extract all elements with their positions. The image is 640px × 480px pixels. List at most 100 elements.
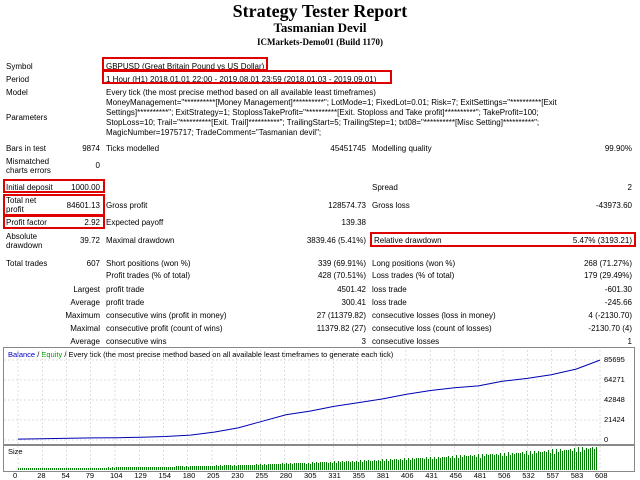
largest-pt-value: 4501.42 — [337, 285, 366, 294]
period-value: 1 Hour (H1) 2018.01.01 22:00 - 2019.08.0… — [106, 75, 377, 84]
x-tick-label: 180 — [182, 471, 196, 480]
quality-label: Modelling quality — [372, 144, 432, 153]
mismatched-label-2: charts errors — [6, 166, 51, 175]
x-tick-label: 79 — [85, 471, 95, 480]
x-tick-label: 28 — [37, 471, 46, 480]
lt-label: Loss trades (% of total) — [372, 271, 455, 280]
max-cw-label: consecutive wins (profit in money) — [106, 311, 227, 320]
spread-label: Spread — [372, 183, 398, 192]
grossloss-value: -43973.60 — [595, 201, 632, 210]
average-lt-value: -245.66 — [604, 298, 632, 307]
netprofit-label-1: Total net — [6, 196, 37, 205]
x-tick-label: 557 — [546, 471, 560, 480]
volume-chart — [3, 445, 635, 472]
average2-label: Average — [70, 337, 100, 346]
avg-cw-label: consecutive wins — [106, 337, 167, 346]
short-label: Short positions (won %) — [106, 259, 191, 268]
mxl-cl-value: -2130.70 (4) — [588, 324, 632, 333]
x-tick-label: 154 — [158, 471, 172, 480]
mxl-cp-value: 11379.82 (27) — [316, 324, 366, 333]
quality-value: 99.90% — [604, 144, 632, 153]
spread-value: 2 — [627, 183, 632, 192]
parameters-line-3: StopLoss=10; Trail="**********[Exit. Tra… — [106, 118, 540, 127]
bars-value: 9874 — [82, 144, 100, 153]
report-title: Strategy Tester Report — [232, 1, 408, 21]
reldd-value: 5.47% (3193.21) — [572, 236, 632, 245]
x-tick-label: 608 — [595, 471, 608, 480]
x-tick-label: 532 — [522, 471, 535, 480]
payoff-label: Expected payoff — [106, 218, 164, 227]
symbol-label: Symbol — [6, 62, 33, 71]
average-pt-label: profit trade — [106, 298, 145, 307]
parameters-line-1: MoneyManagement="**********[Money Manage… — [106, 98, 557, 107]
grossloss-label: Gross loss — [372, 201, 410, 210]
mxl-cp-label: consecutive profit (count of wins) — [106, 324, 223, 333]
legend-description: / Every tick (the most precise method ba… — [62, 350, 394, 359]
highlight-profit-factor — [3, 215, 105, 229]
max-cl-label: consecutive losses (loss in money) — [372, 311, 496, 320]
maximum-label: Maximum — [65, 311, 100, 320]
grossprofit-value: 128574.73 — [328, 201, 366, 210]
netprofit-label-2: profit — [6, 205, 24, 214]
absdd-value: 39.72 — [79, 236, 100, 245]
model-value: Every tick (the most precise method base… — [106, 88, 376, 97]
x-tick-label: 54 — [61, 471, 70, 480]
lt-value: 179 (29.49%) — [583, 271, 632, 280]
largest-pt-label: profit trade — [106, 285, 145, 294]
x-tick-label: 305 — [304, 471, 317, 480]
highlight-symbol — [102, 57, 268, 71]
bars-label: Bars in test — [6, 144, 47, 153]
maxdd-value: 3839.46 (5.41%) — [306, 236, 366, 245]
x-tick-label: 481 — [473, 471, 487, 480]
y-tick-label: 42848 — [604, 395, 625, 404]
x-tick-label: 583 — [570, 471, 584, 480]
grossprofit-label: Gross profit — [106, 201, 148, 210]
x-tick-label: 406 — [401, 471, 414, 480]
ticks-label: Ticks modelled — [106, 144, 160, 153]
avg-cl-value: 1 — [627, 337, 632, 346]
y-tick-label: 21424 — [604, 415, 625, 424]
absdd-label-1: Absolute — [6, 232, 38, 241]
average-lt-label: loss trade — [372, 298, 407, 307]
size-label: Size — [8, 447, 23, 456]
model-label: Model — [6, 88, 28, 97]
y-tick-label: 64271 — [604, 375, 625, 384]
x-tick-label: 280 — [279, 471, 293, 480]
deposit-label: Initial deposit — [6, 183, 53, 192]
x-tick-label: 255 — [255, 471, 269, 480]
legend-separator: / — [35, 350, 42, 359]
x-tick-label: 456 — [449, 471, 463, 480]
legend-equity: Equity — [41, 350, 63, 359]
legend-balance: Balance — [8, 350, 36, 359]
x-tick-label: 506 — [498, 471, 511, 480]
x-tick-label: 129 — [134, 471, 147, 480]
highlight-relative-drawdown — [370, 232, 636, 247]
reldd-label: Relative drawdown — [374, 236, 442, 245]
mismatched-label-1: Mismatched — [6, 157, 50, 166]
avg-cw-value: 3 — [361, 337, 366, 346]
pt-value: 428 (70.51%) — [317, 271, 366, 280]
x-tick-label: 331 — [328, 471, 341, 480]
x-tick-label: 205 — [207, 471, 220, 480]
y-tick-label: 0 — [604, 435, 609, 444]
trades-value: 607 — [86, 259, 100, 268]
x-tick-label: 381 — [376, 471, 390, 480]
max-cw-value: 27 (11379.82) — [316, 311, 366, 320]
mismatched-value: 0 — [95, 161, 100, 170]
maximal-label: Maximal — [70, 324, 100, 333]
x-tick-label: 431 — [425, 471, 438, 480]
x-tick-label: 104 — [110, 471, 123, 480]
highlight-deposit — [3, 179, 105, 193]
ticks-value: 45451745 — [330, 144, 366, 153]
largest-lt-value: -601.30 — [604, 285, 632, 294]
symbol-value: GBPUSD (Great Britain Pound vs US Dollar… — [106, 62, 265, 71]
short-value: 339 (69.91%) — [317, 259, 366, 268]
highlight-period — [102, 70, 392, 84]
avg-cl-label: consecutive losses — [372, 337, 440, 346]
largest-lt-label: loss trade — [372, 285, 407, 294]
parameters-label: Parameters — [6, 113, 48, 122]
period-label: Period — [6, 75, 30, 84]
average-pt-value: 300.41 — [341, 298, 366, 307]
absdd-label-2: drawdown — [6, 241, 43, 250]
netprofit-value: 84601.13 — [66, 201, 100, 210]
